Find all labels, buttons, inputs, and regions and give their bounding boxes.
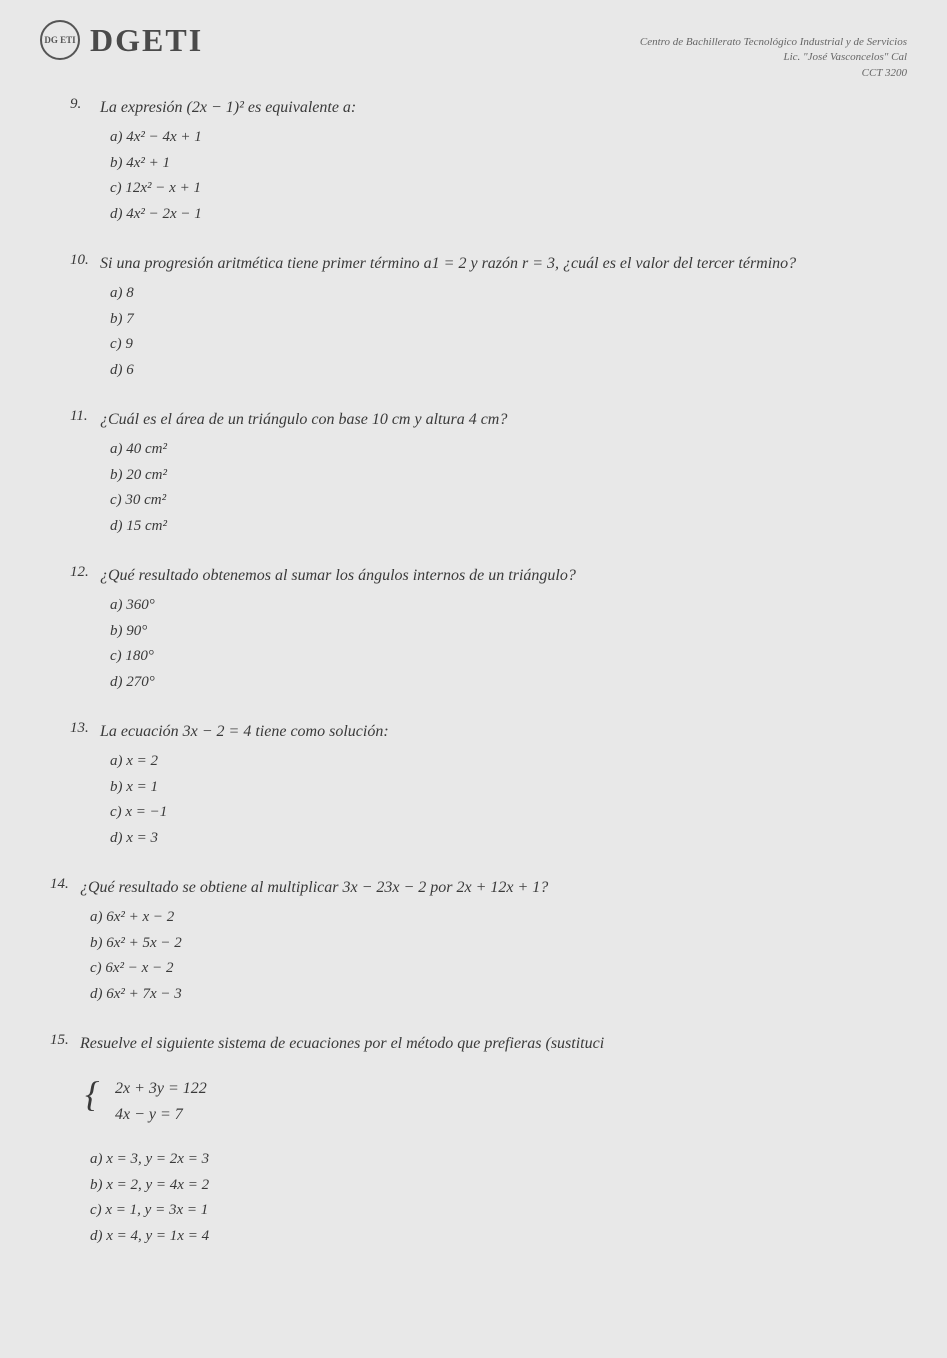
header-right: Centro de Bachillerato Tecnológico Indus… [640,20,907,81]
option-d: d) 270° [110,670,907,696]
question-14: 14. ¿Qué resultado se obtiene al multipl… [40,876,907,1007]
question-number: 13. [70,720,100,737]
header-subtitle-1: Centro de Bachillerato Tecnológico Indus… [640,35,907,50]
option-b: b) 20 cm² [110,463,907,489]
question-number: 14. [50,876,80,893]
option-c: c) x = −1 [110,800,907,826]
option-b: b) 6x² + 5x − 2 [90,931,907,957]
option-c: c) x = 1, y = 3x = 1 [90,1198,907,1224]
option-c: c) 30 cm² [110,488,907,514]
brace-icon: { [85,1076,99,1112]
question-11: 11. ¿Cuál es el área de un triángulo con… [40,408,907,539]
question-text: Resuelve el siguiente sistema de ecuacio… [80,1032,907,1056]
option-b: b) 90° [110,619,907,645]
option-b: b) 7 [110,307,907,333]
question-text: La expresión (2x − 1)² es equivalente a: [100,96,907,120]
question-number: 15. [50,1032,80,1049]
question-12: 12. ¿Qué resultado obtenemos al sumar lo… [40,564,907,695]
option-d: d) 6x² + 7x − 3 [90,982,907,1008]
equation-system: { 2x + 3y = 122 4x − y = 7 [90,1076,907,1127]
logo-text: DGETI [90,22,203,59]
option-a: a) 6x² + x − 2 [90,905,907,931]
option-c: c) 180° [110,644,907,670]
header-subtitle-2: Lic. "José Vasconcelos" Cal [640,50,907,65]
option-a: a) 4x² − 4x + 1 [110,125,907,151]
question-number: 12. [70,564,100,581]
option-d: d) x = 3 [110,826,907,852]
logo-section: DG ETI DGETI [40,20,203,60]
question-text: ¿Qué resultado obtenemos al sumar los án… [100,564,907,588]
option-a: a) 40 cm² [110,437,907,463]
question-13: 13. La ecuación 3x − 2 = 4 tiene como so… [40,720,907,851]
option-b: b) x = 2, y = 4x = 2 [90,1173,907,1199]
question-15: 15. Resuelve el siguiente sistema de ecu… [40,1032,907,1249]
option-c: c) 12x² − x + 1 [110,176,907,202]
question-9: 9. La expresión (2x − 1)² es equivalente… [40,96,907,227]
option-a: a) 8 [110,281,907,307]
option-d: d) 15 cm² [110,514,907,540]
option-d: d) 4x² − 2x − 1 [110,202,907,228]
question-number: 11. [70,408,100,425]
dgeti-logo-icon: DG ETI [40,20,80,60]
question-text: ¿Qué resultado se obtiene al multiplicar… [80,876,907,900]
header-subtitle-3: CCT 3200 [640,66,907,81]
option-c: c) 9 [110,332,907,358]
question-number: 10. [70,252,100,269]
question-text: ¿Cuál es el área de un triángulo con bas… [100,408,907,432]
equation-2: 4x − y = 7 [100,1102,907,1128]
option-a: a) x = 2 [110,749,907,775]
page-header: DG ETI DGETI Centro de Bachillerato Tecn… [40,20,907,81]
question-text: Si una progresión aritmética tiene prime… [100,252,907,276]
option-d: d) 6 [110,358,907,384]
question-number: 9. [70,96,100,113]
question-text: La ecuación 3x − 2 = 4 tiene como soluci… [100,720,907,744]
option-a: a) 360° [110,593,907,619]
option-a: a) x = 3, y = 2x = 3 [90,1147,907,1173]
option-b: b) 4x² + 1 [110,151,907,177]
equation-1: 2x + 3y = 122 [100,1076,907,1102]
question-10: 10. Si una progresión aritmética tiene p… [40,252,907,383]
option-d: d) x = 4, y = 1x = 4 [90,1224,907,1250]
option-c: c) 6x² − x − 2 [90,956,907,982]
option-b: b) x = 1 [110,775,907,801]
